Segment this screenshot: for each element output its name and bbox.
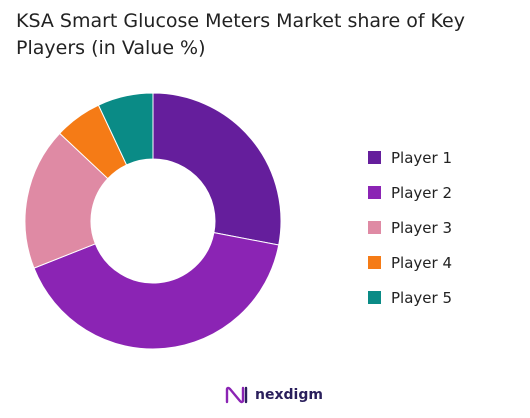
brand-logo: nexdigm [224, 384, 323, 406]
legend-swatch [368, 151, 381, 164]
legend-label: Player 3 [391, 218, 452, 237]
legend: Player 1 Player 2 Player 3 Player 4 Player 5 [368, 140, 452, 315]
nexdigm-logo-icon [225, 386, 248, 404]
legend-swatch [368, 291, 381, 304]
legend-label: Player 1 [391, 148, 452, 167]
donut-slice-2 [33, 232, 280, 350]
donut-slice-1 [152, 92, 282, 246]
brand-name: nexdigm [255, 387, 323, 403]
legend-swatch [368, 186, 381, 199]
legend-swatch [368, 256, 381, 269]
donut-slice-5 [97, 92, 154, 166]
legend-item-1: Player 1 [368, 140, 452, 175]
legend-item-3: Player 3 [368, 210, 452, 245]
legend-label: Player 5 [391, 288, 452, 307]
legend-label: Player 2 [391, 183, 452, 202]
donut-slice-3 [24, 132, 109, 269]
legend-label: Player 4 [391, 253, 452, 272]
legend-item-2: Player 2 [368, 175, 452, 210]
legend-item-4: Player 4 [368, 245, 452, 280]
chart-title: KSA Smart Glucose Meters Market share of… [16, 10, 465, 59]
legend-swatch [368, 221, 381, 234]
legend-item-5: Player 5 [368, 280, 452, 315]
